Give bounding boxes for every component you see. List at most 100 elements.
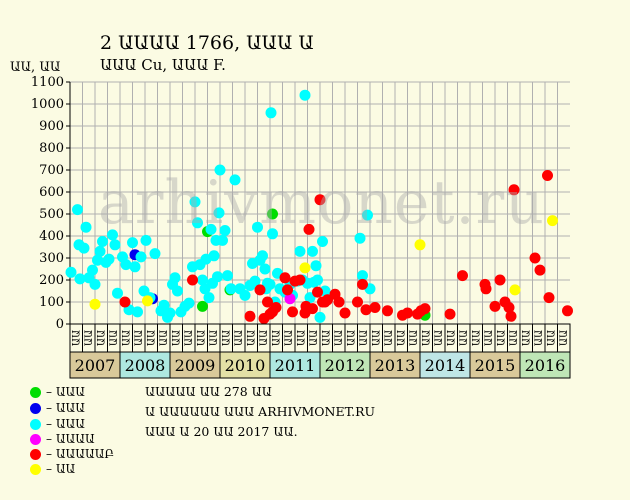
- y-tick-label: 800: [39, 141, 64, 156]
- data-point: [352, 296, 363, 308]
- quarter-label: ԱԱ: [321, 330, 332, 346]
- quarter-label: ԱԱ: [346, 330, 357, 346]
- data-point: [72, 204, 83, 216]
- legend-label: – ԱԱԱ: [46, 401, 85, 415]
- quarter-label: ԱԱ: [496, 330, 507, 346]
- quarter-label: ԱԱ: [284, 330, 295, 346]
- y-tick-label: 200: [39, 273, 64, 288]
- data-point: [267, 208, 278, 220]
- quarter-label: ԱԱ: [334, 330, 345, 346]
- legend-item: – ԱԱ: [30, 461, 75, 477]
- data-point: [205, 223, 217, 235]
- year-cell: [119, 351, 171, 379]
- year-label: 2007: [75, 356, 116, 375]
- data-point: [444, 308, 456, 320]
- quarter-label: ԱԱ: [184, 330, 195, 346]
- year-cell: [369, 351, 421, 379]
- year-cell: [519, 351, 571, 379]
- year-cell: [269, 351, 321, 379]
- data-point: [259, 263, 271, 275]
- data-point: [149, 248, 161, 260]
- data-point: [203, 292, 215, 304]
- data-point: [252, 221, 263, 233]
- data-point: [187, 274, 198, 286]
- data-point: [158, 299, 170, 311]
- quarter-label: ԱԱ: [84, 330, 95, 346]
- year-cell: [319, 351, 371, 379]
- data-point: [249, 275, 261, 287]
- data-point: [92, 254, 103, 266]
- data-point: [78, 242, 90, 254]
- chart-title: 2 ԱԱԱԱ 1766, ԱԱԱ Ա: [100, 32, 314, 54]
- data-point: [354, 232, 366, 244]
- data-point: [208, 250, 220, 262]
- data-point: [197, 300, 208, 312]
- data-point: [212, 271, 223, 283]
- quarter-label: ԱԱ: [234, 330, 245, 346]
- y-tick-label: 0: [56, 317, 64, 332]
- data-point: [282, 284, 293, 296]
- y-axis-label: ԱԱ, ԱԱ: [10, 60, 61, 75]
- data-point: [509, 284, 521, 296]
- legend-dot: [30, 386, 41, 398]
- year-label: 2016: [525, 356, 566, 375]
- data-point: [369, 302, 381, 313]
- data-point: [333, 296, 345, 308]
- quarter-label: ԱԱ: [259, 330, 270, 346]
- data-point: [480, 283, 492, 295]
- data-point: [74, 273, 86, 285]
- data-point: [140, 234, 152, 246]
- data-point: [529, 252, 541, 264]
- data-point: [402, 307, 413, 319]
- data-point: [244, 310, 256, 322]
- year-label: 2008: [125, 356, 166, 375]
- legend-item: – ԱԱԱԱԱԲ: [30, 446, 114, 462]
- data-point: [183, 297, 195, 309]
- data-point: [214, 164, 226, 176]
- data-point: [494, 274, 506, 286]
- quarter-label: ԱԱ: [246, 330, 257, 346]
- data-point: [97, 236, 108, 247]
- year-label: 2011: [275, 356, 316, 375]
- quarter-label: ԱԱ: [546, 330, 557, 346]
- data-point: [287, 306, 298, 318]
- year-label: 2009: [175, 356, 216, 375]
- data-point: [508, 184, 520, 196]
- data-point: [87, 264, 98, 276]
- quarter-label: ԱԱ: [109, 330, 120, 346]
- data-point: [107, 229, 118, 241]
- data-point: [213, 207, 225, 219]
- quarter-label: ԱԱ: [371, 330, 382, 346]
- data-point: [562, 305, 573, 317]
- data-point: [299, 262, 311, 274]
- data-point: [312, 274, 323, 286]
- data-point: [382, 305, 393, 317]
- quarter-label: ԱԱ: [521, 330, 532, 346]
- data-point: [303, 223, 315, 235]
- year-label: 2013: [375, 356, 416, 375]
- data-point: [265, 107, 277, 119]
- note-date: ԱԱԱ Ա 20 ԱԱ 2017 ԱԱ.: [145, 424, 298, 439]
- data-point: [362, 209, 373, 221]
- legend-label: – ԱԱԱԱԱԲ: [46, 447, 115, 461]
- legend-label: – ԱԱԱ: [46, 417, 85, 431]
- data-point: [270, 302, 282, 313]
- y-tick-label: 500: [39, 207, 64, 222]
- data-point: [254, 284, 266, 296]
- data-point: [119, 296, 131, 308]
- quarter-label: ԱԱ: [271, 330, 282, 346]
- legend-item: – ԱԱԱ: [30, 416, 85, 432]
- data-point: [314, 194, 326, 206]
- data-point: [229, 174, 241, 186]
- year-label: 2014: [425, 356, 466, 375]
- data-point: [299, 89, 311, 101]
- y-tick-label: 900: [39, 119, 64, 134]
- data-point: [172, 285, 183, 297]
- data-point: [89, 298, 101, 310]
- data-point: [135, 251, 147, 263]
- data-point: [112, 287, 123, 299]
- quarter-label: ԱԱ: [471, 330, 482, 346]
- data-point: [222, 270, 233, 282]
- note-source: Ա ԱԱԱԱԱԱ ԱԱԱ ARHIVMONET.RU: [145, 404, 376, 419]
- data-point: [217, 234, 228, 246]
